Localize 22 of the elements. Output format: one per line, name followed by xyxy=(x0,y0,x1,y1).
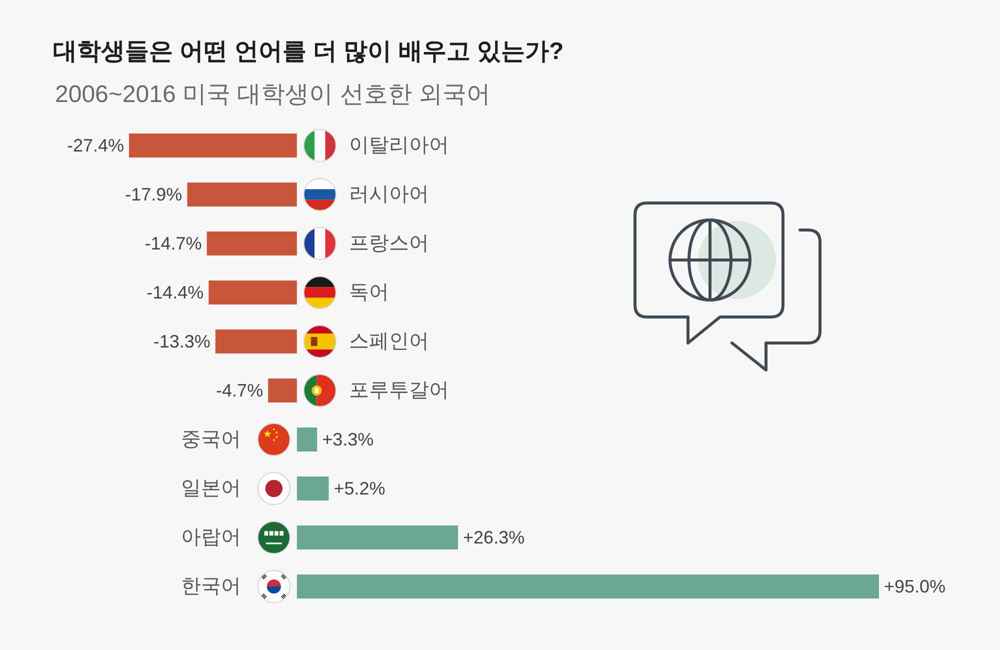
y-tick-label: 독어 xyxy=(348,282,389,304)
data-label: +5.2% xyxy=(334,478,386,498)
data-label: -13.3% xyxy=(153,332,210,352)
y-tick-label: 이탈리아어 xyxy=(348,134,449,156)
y-tick-label: 포루투갈어 xyxy=(348,380,449,402)
y-tick-label: 스페인어 xyxy=(348,330,429,352)
y-tick-label: 러시아어 xyxy=(348,184,429,206)
data-label: +3.3% xyxy=(322,430,374,450)
chart-title: 대학생들은 어떤 언어를 더 많이 배우고 있는가? xyxy=(53,38,564,65)
data-label: -14.4% xyxy=(146,282,204,302)
y-tick-label: 프랑스어 xyxy=(348,232,429,254)
data-label: -27.4% xyxy=(66,136,124,156)
data-label: +26.3% xyxy=(463,528,525,548)
y-tick-label: 아랍어 xyxy=(180,526,241,548)
y-tick-label: 일본어 xyxy=(180,478,241,500)
data-label: -14.7% xyxy=(144,234,202,254)
y-tick-label: 한국어 xyxy=(180,576,241,598)
data-label: -4.7% xyxy=(216,380,264,400)
y-tick-label: 중국어 xyxy=(180,428,241,450)
data-label: +95.0% xyxy=(884,576,946,596)
data-label: -17.9% xyxy=(125,184,182,204)
chart-subtitle: 2006~2016 미국 대학생이 선호한 외국어 xyxy=(55,81,490,108)
